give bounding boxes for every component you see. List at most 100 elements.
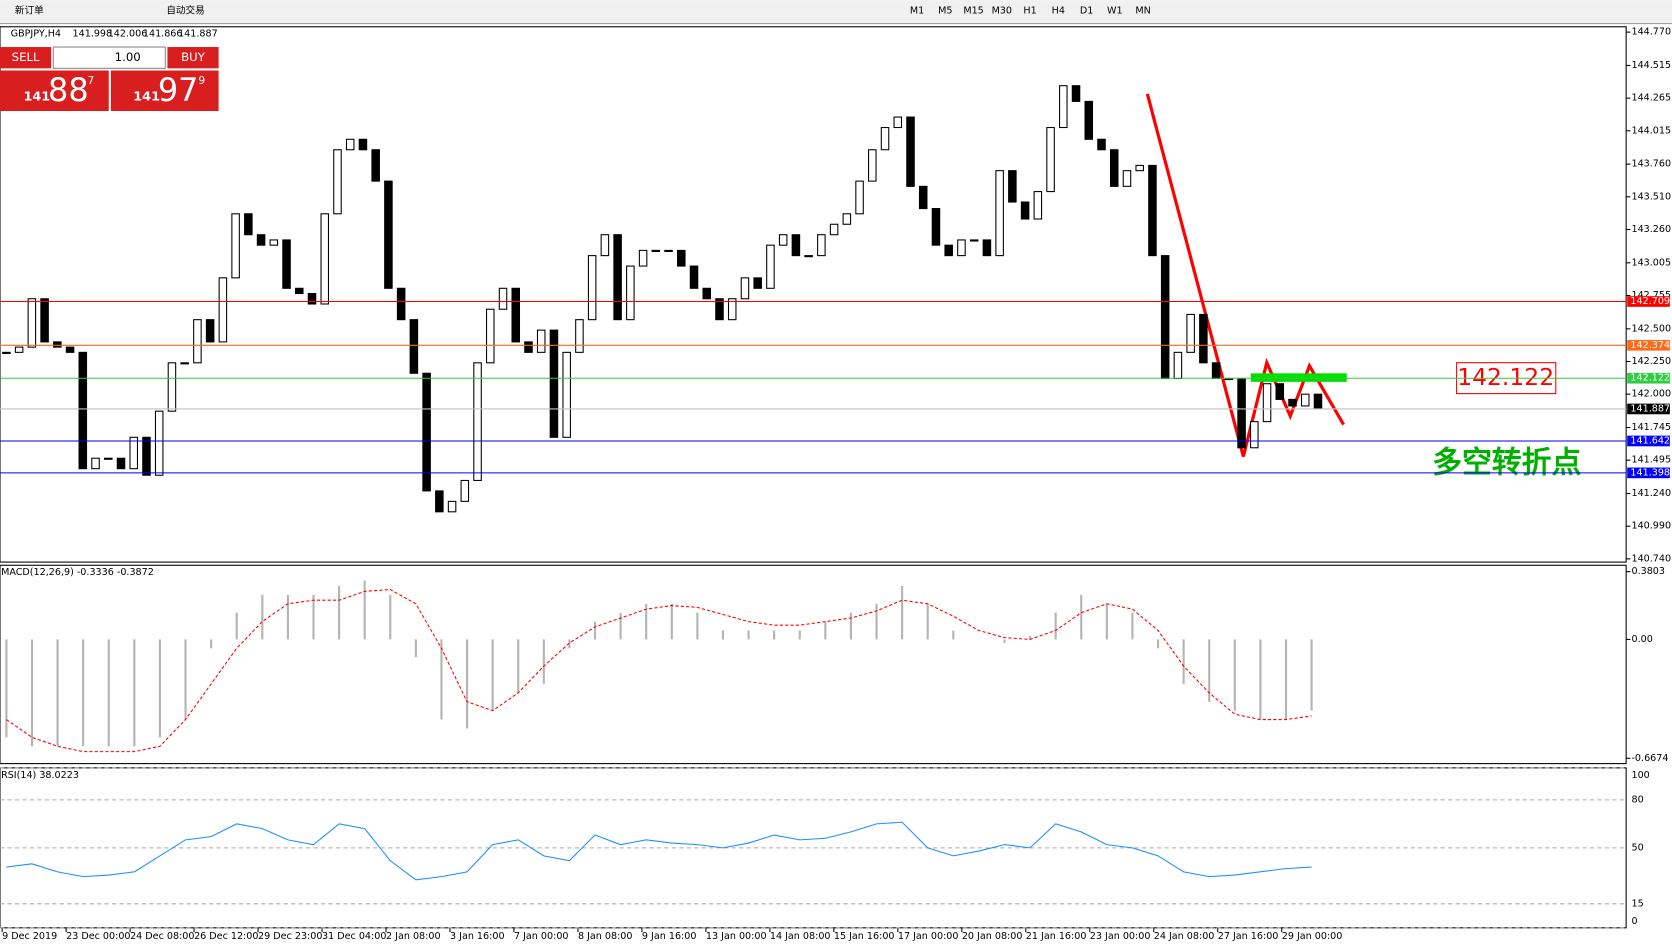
y-tick-label: 140.990 — [1631, 521, 1671, 532]
x-tick-label: 26 Dec 12:00 — [194, 931, 258, 942]
y-tick-label: 15 — [1631, 898, 1643, 909]
level-tag — [1627, 296, 1670, 307]
period-button[interactable]: D1 — [1080, 5, 1093, 16]
candle — [575, 319, 584, 353]
period-button[interactable]: H1 — [1023, 5, 1036, 16]
y-tick-label: 144.015 — [1631, 125, 1671, 136]
level-tag — [1627, 339, 1670, 351]
x-tick-label: 27 Jan 16:00 — [1218, 931, 1279, 942]
candle — [193, 319, 202, 364]
sell-button[interactable] — [0, 47, 52, 69]
candle — [205, 319, 215, 343]
candle — [345, 138, 355, 151]
candle — [727, 298, 737, 321]
candle — [396, 287, 406, 321]
sell-price-pips: 88 — [48, 71, 89, 109]
candle — [53, 341, 62, 348]
x-tick-label: 3 Jan 16:00 — [450, 931, 505, 942]
candle — [358, 138, 368, 151]
candle — [549, 329, 559, 438]
y-tick-label: 144.515 — [1631, 60, 1671, 71]
candle — [651, 249, 661, 252]
candle — [931, 208, 941, 246]
y-tick-label: 100 — [1631, 770, 1649, 781]
period-button[interactable]: H4 — [1052, 5, 1065, 16]
toolbar-button[interactable]: 新订单 — [15, 4, 44, 16]
y-tick-label: 142.250 — [1631, 356, 1671, 367]
candle — [1250, 421, 1259, 449]
buy-label: BUY — [181, 50, 206, 64]
candle — [524, 341, 533, 353]
candle — [384, 180, 393, 289]
macd-title: MACD(12,26,9) -0.3336 -0.3872 — [1, 567, 154, 578]
period-button[interactable]: M5 — [938, 5, 952, 16]
level-tag-label: 141.642 — [1630, 435, 1670, 446]
candle — [868, 149, 877, 182]
drawing-annotations: 142.122 多空转折点 — [1145, 93, 1581, 480]
ohlc-value: 141.866 — [143, 29, 183, 40]
x-tick-label: 23 Jan 00:00 — [1090, 931, 1151, 942]
level-tag — [1627, 372, 1670, 384]
x-tick-label: 8 Jan 08:00 — [578, 931, 633, 942]
x-tick-label: 21 Jan 16:00 — [1026, 931, 1087, 942]
y-tick-label: 140.740 — [1631, 553, 1671, 564]
candle — [14, 346, 24, 353]
y-tick-label: 144.265 — [1631, 93, 1671, 104]
rsi-title: RSI(14) 38.0223 — [1, 770, 79, 781]
level-tag-label: 142.374 — [1630, 340, 1670, 351]
candle — [804, 255, 813, 258]
candle — [78, 351, 88, 470]
candle — [282, 239, 291, 289]
candle — [1237, 377, 1246, 449]
buy-price-pips: 97 — [158, 71, 199, 109]
candle — [740, 277, 750, 300]
period-button[interactable]: W1 — [1107, 5, 1123, 16]
candle — [1084, 100, 1094, 140]
candle — [1033, 191, 1043, 220]
period-button[interactable]: M15 — [963, 5, 983, 16]
buy-button[interactable] — [167, 47, 219, 69]
lot-input[interactable] — [52, 46, 166, 69]
candle — [231, 213, 240, 279]
candle — [256, 234, 266, 246]
candle — [1211, 362, 1221, 380]
candle — [1148, 164, 1157, 257]
candle — [154, 410, 164, 476]
period-button[interactable]: M1 — [910, 5, 924, 16]
macd-panel — [0, 564, 1627, 765]
candle — [587, 255, 597, 321]
toolbar-button[interactable]: 自动交易 — [166, 4, 204, 16]
candle — [664, 249, 673, 252]
period-button[interactable]: M30 — [992, 5, 1012, 16]
candle — [1300, 393, 1310, 407]
level-tag-label: 142.122 — [1630, 373, 1670, 384]
x-tick-label: 17 Jan 00:00 — [898, 931, 959, 942]
last-price-tag — [1627, 403, 1670, 415]
candle — [116, 457, 126, 470]
y-tick-label: 141.495 — [1631, 455, 1671, 466]
level-tag-label: 141.398 — [1630, 467, 1670, 478]
candle — [791, 234, 801, 257]
x-tick-label: 23 Dec 00:00 — [66, 931, 130, 942]
buy-price-box[interactable] — [110, 70, 219, 112]
candle — [511, 287, 521, 343]
candle — [40, 298, 49, 343]
candle — [944, 244, 953, 257]
y-tick-label: 0.3803 — [1631, 566, 1665, 577]
period-button[interactable]: MN — [1135, 5, 1150, 16]
x-tick-label: 13 Jan 00:00 — [706, 931, 767, 942]
candle — [1186, 313, 1195, 353]
candle — [995, 170, 1004, 257]
buy-price-big: 141 — [133, 90, 160, 105]
candle — [1199, 313, 1208, 364]
y-tick-label: 141.745 — [1631, 422, 1671, 433]
y-tick-label: -0.6674 — [1631, 753, 1668, 764]
sell-price-box[interactable] — [0, 70, 109, 112]
candle — [638, 249, 648, 267]
candle — [1059, 85, 1068, 129]
candle — [766, 244, 775, 289]
x-tick-label: 7 Jan 00:00 — [514, 931, 569, 942]
y-tick-label: 80 — [1631, 794, 1643, 805]
price-callout-text: 142.122 — [1457, 363, 1554, 391]
